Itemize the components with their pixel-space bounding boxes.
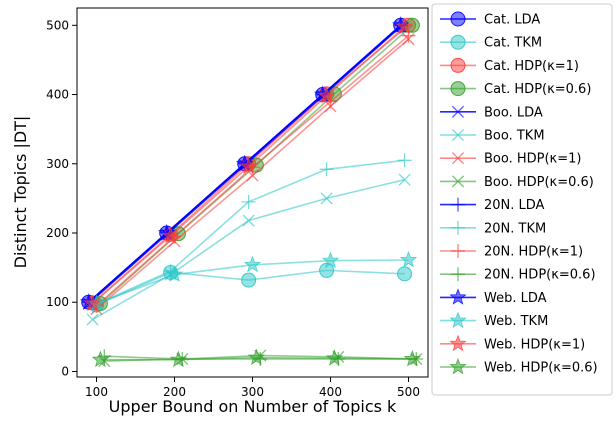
legend-items: Cat. LDA Cat. TKM Cat. HDP(κ=1) Cat. HDP(κ=… [440,11,598,376]
legend-marker [449,357,467,375]
legend-label: Web. LDA [484,291,547,306]
legend-label: Boo. LDA [484,105,543,120]
x-tick-label: 200 [163,385,186,399]
legend-marker [451,244,465,258]
data-point [86,313,99,326]
data-point [321,251,340,269]
legend-marker [451,197,465,212]
data-point [397,153,412,168]
data-point [397,266,413,282]
data-point [239,157,258,174]
series-web-hdp-0-6 [91,348,422,368]
legend-item: Boo. HDP(κ=1) [440,152,581,167]
legend-label: 20N. TKM [484,221,546,236]
legend-label: Cat. HDP(κ=0.6) [484,82,591,97]
legend-marker [451,152,465,165]
data-point [325,349,344,366]
data-point [319,162,334,177]
legend-marker [450,57,466,73]
legend-item: 20N. HDP(κ=1) [440,244,583,260]
legend-marker [449,288,467,305]
legend-label: Boo. HDP(κ=1) [484,152,581,167]
data-point [165,265,184,282]
data-point [247,348,266,366]
series-boo-tkm [86,173,411,326]
y-axis-ticks: 0 100 200 300 400 500 [46,18,77,378]
x-axis-ticks: 100 200 300 400 500 [85,377,420,399]
data-point [243,255,262,273]
y-tick-label: 0 [61,364,69,378]
y-tick-label: 200 [46,226,69,240]
legend-item: 20N. TKM [440,220,546,236]
data-point [241,194,256,209]
y-axis-label: Distinct Topics |DT| [11,116,30,269]
legend-marker [450,11,466,27]
legend-label: Cat. HDP(κ=1) [484,59,579,74]
x-axis-label: Upper Bound on Number of Topics k [109,397,397,416]
legend-label: Boo. TKM [484,129,545,144]
legend-marker [449,311,467,328]
legend-item: Boo. LDA [440,105,543,120]
legend-marker [451,220,465,235]
data-point [83,294,102,312]
legend-item: Boo. HDP(κ=0.6) [440,175,594,190]
data-point [161,226,180,244]
data-point [320,192,333,205]
data-point [169,350,188,368]
legend-label: Boo. HDP(κ=0.6) [484,175,594,190]
legend-label: Cat. TKM [484,36,542,51]
legend-item: 20N. LDA [440,197,545,213]
data-point [395,17,414,35]
y-tick-label: 500 [46,18,69,32]
y-tick-label: 300 [46,157,69,171]
data-point [246,169,259,182]
legend-item: Web. HDP(κ=0.6) [440,357,598,376]
legend-marker [450,34,466,50]
series-web-lda [80,16,410,310]
legend-frame [431,3,613,396]
legend-label: Cat. LDA [484,13,540,28]
y-tick-label: 100 [46,295,69,309]
legend-item: Web. LDA [440,288,547,306]
legend-item: Cat. HDP(κ=1) [440,57,579,74]
legend-label: Web. HDP(κ=0.6) [484,361,598,376]
legend-marker [451,128,465,142]
x-tick-label: 400 [319,385,342,399]
legend-item: Web. HDP(κ=1) [440,334,585,352]
y-tick-label: 400 [46,88,69,102]
legend: Cat. LDA Cat. TKM Cat. HDP(κ=1) Cat. HDP(κ=… [431,3,613,396]
data-point [91,350,110,368]
data-point [399,250,418,268]
legend-label: 20N. HDP(κ=0.6) [484,268,596,283]
legend-item: Cat. LDA [440,11,540,28]
legend-item: Web. TKM [440,311,548,329]
legend-item: 20N. HDP(κ=0.6) [440,267,596,283]
x-tick-label: 100 [85,385,108,399]
series-layer [80,16,424,368]
x-tick-label: 300 [241,385,264,399]
legend-item: Cat. HDP(κ=0.6) [440,81,591,97]
legend-marker [451,105,465,118]
x-tick-label: 500 [397,385,420,399]
series-web-hdp-1 [83,17,414,312]
legend-item: Cat. TKM [440,34,542,51]
legend-marker [451,175,465,188]
legend-marker [451,267,465,282]
data-point [403,349,422,367]
legend-item: Boo. TKM [440,129,545,144]
legend-label: 20N. LDA [484,198,545,213]
data-point [241,272,257,288]
legend-label: 20N. HDP(κ=1) [484,245,583,260]
legend-marker [450,81,466,97]
data-point [398,173,411,186]
legend-label: Web. HDP(κ=1) [484,337,585,352]
data-point [317,86,336,104]
data-point [242,214,255,227]
legend-label: Web. TKM [484,314,548,329]
legend-marker [449,334,467,352]
